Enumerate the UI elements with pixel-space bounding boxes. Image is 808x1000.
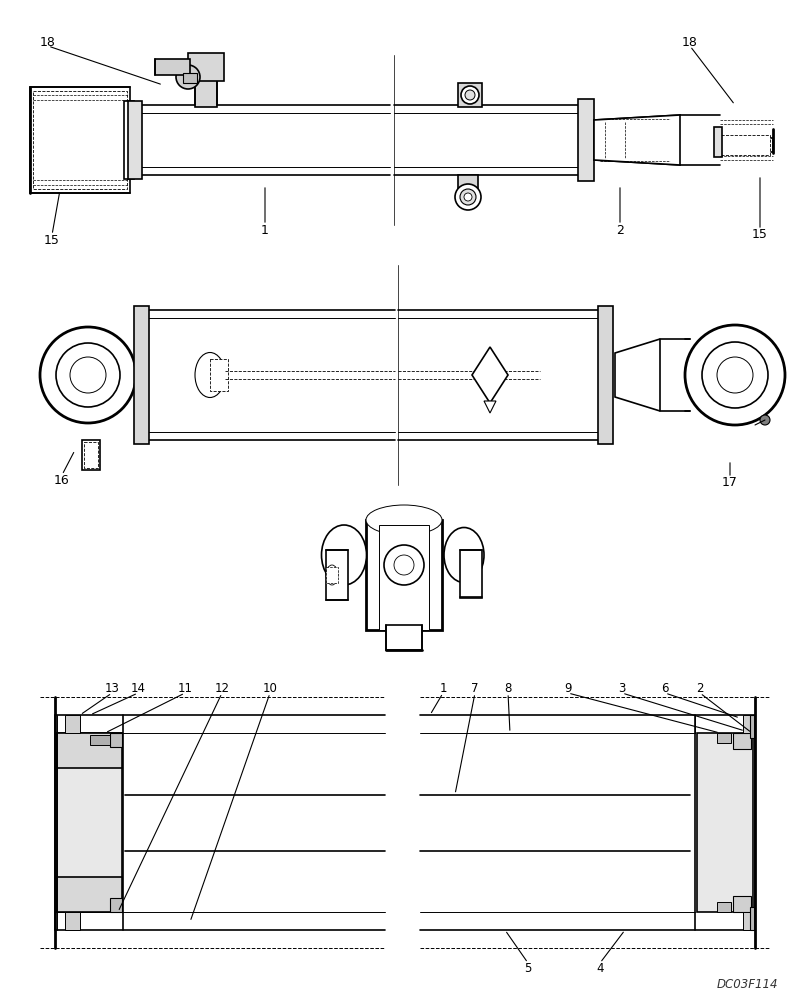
- Bar: [721, 135, 770, 155]
- Circle shape: [702, 342, 768, 408]
- Bar: [714, 127, 722, 157]
- Circle shape: [461, 86, 479, 104]
- Text: 5: 5: [524, 962, 532, 974]
- Text: 12: 12: [214, 682, 229, 694]
- Circle shape: [70, 357, 106, 393]
- Bar: [84, 442, 98, 468]
- Bar: [458, 175, 478, 197]
- Text: 8: 8: [504, 682, 511, 694]
- Bar: [30, 87, 130, 193]
- Circle shape: [394, 555, 414, 575]
- Bar: [57, 877, 122, 912]
- Circle shape: [717, 357, 753, 393]
- Ellipse shape: [322, 525, 367, 585]
- Text: 18: 18: [40, 35, 56, 48]
- Circle shape: [56, 343, 120, 407]
- Text: 2: 2: [696, 682, 704, 694]
- Bar: [733, 896, 751, 912]
- Bar: [57, 733, 122, 912]
- Text: 15: 15: [752, 229, 768, 241]
- Bar: [717, 733, 731, 743]
- Bar: [717, 902, 731, 912]
- Text: 1: 1: [440, 682, 447, 694]
- Bar: [195, 77, 217, 107]
- Bar: [57, 733, 122, 768]
- Bar: [124, 101, 134, 179]
- Text: 7: 7: [471, 682, 479, 694]
- Ellipse shape: [326, 565, 338, 585]
- Text: 4: 4: [596, 962, 604, 974]
- Circle shape: [760, 415, 770, 425]
- Bar: [366, 520, 442, 630]
- Circle shape: [685, 325, 785, 425]
- Text: 10: 10: [263, 682, 277, 694]
- Bar: [65, 912, 80, 930]
- Bar: [598, 306, 613, 444]
- Bar: [733, 733, 751, 749]
- Circle shape: [176, 65, 200, 89]
- Text: DC03F114: DC03F114: [717, 978, 778, 992]
- Circle shape: [455, 184, 481, 210]
- Bar: [110, 898, 122, 912]
- Bar: [90, 735, 110, 745]
- Bar: [326, 550, 348, 600]
- Text: 14: 14: [131, 682, 145, 694]
- Bar: [128, 101, 142, 179]
- Text: 13: 13: [104, 682, 120, 694]
- Polygon shape: [484, 401, 496, 413]
- Bar: [210, 359, 228, 391]
- Circle shape: [40, 327, 136, 423]
- Circle shape: [464, 193, 472, 201]
- Bar: [110, 733, 122, 747]
- Ellipse shape: [195, 353, 225, 397]
- Text: 2: 2: [616, 224, 624, 236]
- Bar: [326, 567, 338, 583]
- Bar: [750, 715, 755, 738]
- Bar: [33, 91, 127, 189]
- Polygon shape: [594, 115, 680, 165]
- Circle shape: [460, 189, 476, 205]
- Ellipse shape: [444, 528, 484, 582]
- Bar: [750, 907, 755, 930]
- Bar: [743, 912, 755, 930]
- Bar: [183, 73, 197, 83]
- Bar: [379, 525, 429, 630]
- Bar: [134, 306, 149, 444]
- Bar: [188, 53, 224, 81]
- Ellipse shape: [366, 505, 442, 535]
- Bar: [718, 138, 773, 152]
- Circle shape: [465, 90, 475, 100]
- Text: 17: 17: [722, 477, 738, 489]
- Circle shape: [384, 545, 424, 585]
- Bar: [578, 99, 594, 181]
- Polygon shape: [472, 347, 508, 403]
- Polygon shape: [615, 339, 660, 411]
- Text: 11: 11: [178, 682, 192, 694]
- Text: 18: 18: [682, 35, 698, 48]
- Bar: [65, 715, 80, 733]
- Bar: [458, 83, 482, 107]
- Bar: [697, 733, 753, 912]
- Bar: [82, 440, 100, 470]
- Bar: [155, 59, 190, 75]
- Bar: [386, 625, 422, 650]
- Text: 3: 3: [618, 682, 625, 694]
- Bar: [460, 550, 482, 598]
- Bar: [743, 715, 755, 733]
- Text: 6: 6: [661, 682, 669, 694]
- Text: 1: 1: [261, 224, 269, 236]
- Text: 16: 16: [54, 474, 69, 487]
- Text: 9: 9: [564, 682, 572, 694]
- Text: 15: 15: [44, 233, 60, 246]
